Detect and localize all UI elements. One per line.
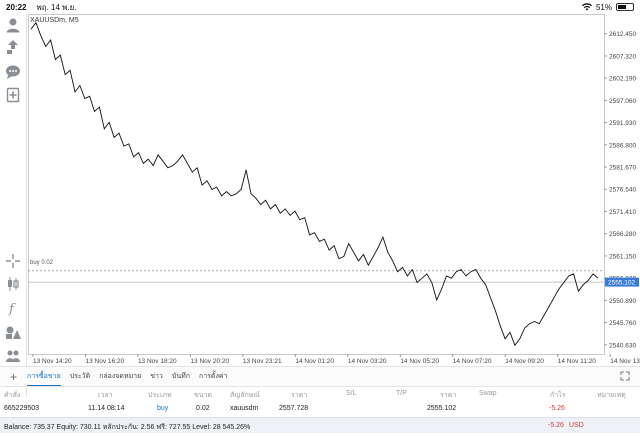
positions-table-header: คำสั่ง เวลา ประเภท ขนาด สัญลักษณ์ ราคา S… [0,387,640,401]
order-id: 665229503 [4,405,40,412]
y-tick-label: 2571.410 [609,209,636,216]
y-tick-label: 2607.320 [609,53,636,60]
chart-symbol-label: XAUUSDm, M5 [30,17,79,24]
y-tick-label: 2545.760 [609,320,636,327]
add-icon[interactable]: + [9,369,17,384]
y-tick-label: 2586.800 [609,142,636,149]
crosshair-icon[interactable] [4,252,22,270]
x-tick-label: 13 Nov 18:20 [138,358,177,365]
status-date: พฤ. 14 พ.ย. [36,2,77,12]
col-swap: Swap [479,390,497,397]
x-tick-label: 14 Nov 03:20 [348,358,387,365]
current-price-text: 2555.102 [608,280,635,287]
col-price: ราคา [291,392,308,399]
tab-trade[interactable]: การซื้อขาย [27,368,61,386]
y-tick-label: 2561.150 [609,253,636,260]
battery-percent: 51% [595,2,612,12]
col-tp: T/P [396,390,407,397]
x-tick-label: 14 Nov 11:20 [558,358,597,365]
y-tick-label: 2612.450 [609,31,636,38]
table-row[interactable]: 665229503 11.14 08:14 buy 0.02 xauusdm 2… [0,402,640,416]
order-size: 0.02 [196,405,210,412]
x-tick-label: 13 Nov 14:20 [33,358,72,365]
new-order-icon[interactable] [4,86,22,104]
order-profit: -5.26 [549,405,565,412]
templates-icon[interactable] [4,347,22,365]
y-tick-label: 2597.060 [609,98,636,105]
col-profit: กำไร [550,392,566,399]
col-size: ขนาด [194,392,213,399]
order-type: buy [157,405,169,412]
tab-history[interactable]: ประวัติ [69,373,91,380]
tab-news[interactable]: ข่าว [150,373,163,380]
col-time: เวลา [98,392,113,399]
svg-text:f: f [8,302,16,316]
status-right: 51% [581,2,634,12]
current-price-tag [605,277,639,287]
y-tick-label: 2591.930 [609,120,636,127]
tab-journal[interactable]: บันทึก [171,373,190,380]
account-summary: Balance: 735.37 Equity: 730.11 หลักประกั… [4,424,251,431]
trade-arrows-icon[interactable] [4,38,22,56]
left-toolbar: f M5 [0,14,27,397]
objects-icon[interactable] [4,323,22,341]
candlestick-icon[interactable] [4,275,22,293]
price-chart[interactable]: 2612.450 2607.320 2602.190 2597.060 2591.930… [28,14,640,366]
x-tick-label: 14 Nov 07:20 [453,358,492,365]
total-profit: -5.26 [548,422,564,429]
y-tick-label: 2550.890 [609,298,636,305]
status-bar: 20:22 พฤ. 14 พ.ย. 51% [0,0,640,14]
col-current-price: ราคา [440,392,457,399]
x-tick-label: 14 Nov 05:20 [400,358,439,365]
profit-currency: USD [569,422,584,429]
y-tick-label: 2566.280 [609,231,636,238]
x-tick-label: 13 Nov 20:20 [190,358,229,365]
order-current-price: 2555.102 [427,405,457,412]
y-tick-label: 2581.670 [609,165,636,172]
indicators-icon[interactable]: f [4,299,22,317]
y-tick-label: 2540.630 [609,342,636,349]
battery-icon [616,3,634,11]
buy-position-label: buy 0.02 [30,260,54,266]
x-tick-label: 14 Nov 09:20 [505,358,544,365]
x-tick-label: 14 Nov 01:20 [295,358,334,365]
col-comment: หมายเหตุ [597,392,626,399]
chart-canvas[interactable]: 2612.450 2607.320 2602.190 2597.060 2591.930… [28,14,640,366]
status-time: 20:22 [6,2,27,12]
order-symbol: xauusdm [230,405,259,412]
price-series-line [30,21,599,347]
y-tick-label: 2602.190 [609,76,636,83]
col-sl: S/L [346,390,357,397]
expand-icon[interactable] [620,371,630,383]
tab-settings[interactable]: การตั้งค่า [198,373,228,380]
y-tick-label: 2576.540 [609,187,636,194]
col-type: ประเภท [148,392,172,399]
chat-icon[interactable] [4,63,22,81]
x-tick-label: 13 Nov 23:21 [243,358,282,365]
account-summary-bar: Balance: 735.37 Equity: 730.11 หลักประกั… [0,417,640,433]
order-time: 11.14 08:14 [88,405,125,412]
terminal-tabbar: + การซื้อขาย ประวัติ กล่องจดหมาย ข่าว บั… [0,366,640,387]
col-symbol: สัญลักษณ์ [230,392,260,399]
col-order: คำสั่ง [4,392,21,399]
account-icon[interactable] [4,16,22,34]
wifi-icon [581,3,592,11]
x-tick-label: 14 Nov 13:20 [610,358,640,365]
plot-frame [28,14,605,355]
tab-mailbox[interactable]: กล่องจดหมาย [99,373,142,380]
x-tick-label: 13 Nov 16:20 [85,358,124,365]
order-open-price: 2557.728 [279,405,309,412]
